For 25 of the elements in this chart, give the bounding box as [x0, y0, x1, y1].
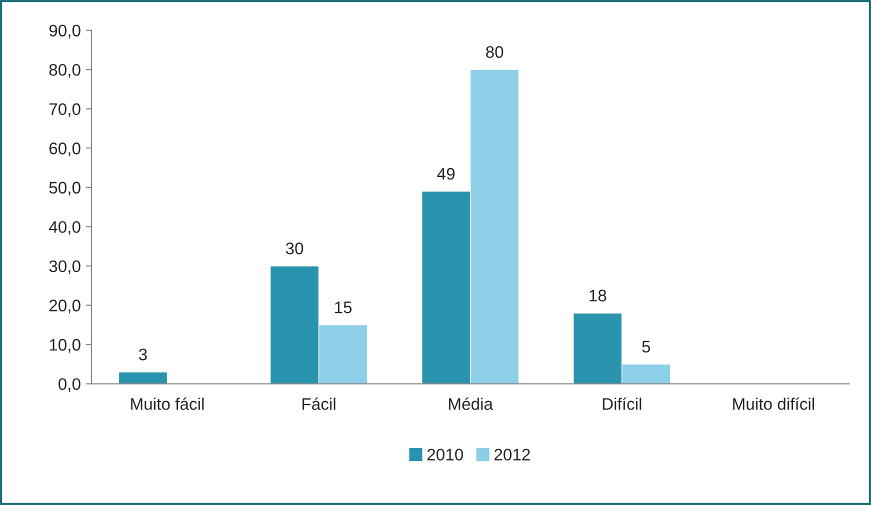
y-tick-label: 30,0 — [49, 260, 80, 274]
y-tick-label: 60,0 — [49, 142, 80, 156]
data-label: 18 — [590, 290, 606, 302]
legend-label: 2010 — [427, 448, 464, 461]
data-label: 3 — [138, 348, 147, 360]
legend-label: 2012 — [494, 448, 530, 461]
data-label: 5 — [642, 340, 650, 353]
data-label: 80 — [486, 46, 504, 58]
bar — [118, 372, 168, 384]
y-tick-label: 90,0 — [49, 24, 80, 38]
y-tick-label: 10,0 — [50, 338, 80, 353]
x-tick-label: Muito fácil — [131, 397, 204, 410]
x-tick-label: Média — [449, 397, 494, 410]
y-tick-label: 50,0 — [49, 182, 80, 196]
x-tick-label: Fácil — [302, 397, 336, 410]
data-label: 49 — [437, 168, 455, 180]
x-tick-label: Muito difícil — [733, 397, 814, 410]
y-tick-label: 20,0 — [49, 300, 80, 314]
y-tick-label: 70,0 — [49, 103, 80, 118]
y-tick-label: 40,0 — [48, 221, 80, 235]
data-label: 30 — [286, 242, 304, 254]
y-tick-label: 80,0 — [49, 64, 80, 78]
data-label: 15 — [335, 302, 352, 314]
y-tick-label: 0,0 — [58, 378, 80, 392]
x-tick-label: Difícil — [602, 397, 642, 410]
